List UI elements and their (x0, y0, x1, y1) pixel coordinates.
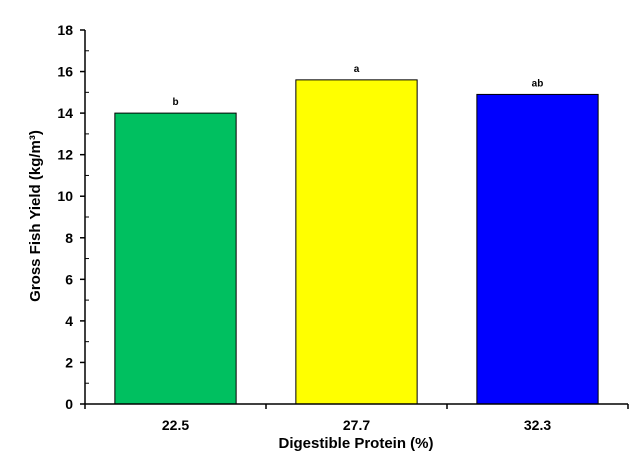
bar-22.5 (114, 112, 237, 405)
axes-layer (80, 29, 629, 409)
y-tick-label: 4 (65, 313, 73, 329)
x-axis-title: Digestible Protein (%) (278, 435, 433, 452)
bar-27.7 (295, 79, 418, 405)
x-tick-label: 27.7 (343, 417, 370, 433)
significance-label: b (172, 97, 178, 108)
bar-32.3 (476, 93, 599, 405)
y-tick-label: 6 (65, 271, 73, 287)
y-tick-label: 8 (65, 230, 73, 246)
y-tick-label: 10 (57, 188, 73, 204)
y-tick-label: 18 (57, 22, 73, 38)
y-tick-label: 12 (57, 147, 73, 163)
y-tick-label: 0 (65, 396, 73, 412)
y-tick-label: 14 (57, 105, 73, 121)
y-tick-label: 2 (65, 354, 73, 370)
significance-label: ab (532, 78, 544, 89)
significance-label: a (354, 64, 360, 75)
bars-layer (114, 79, 599, 405)
y-tick-label: 16 (57, 64, 73, 80)
labels-layer: b 22.5 a 27.7 ab 32.3 0 2 4 6 8 10 12 14 16 18 (57, 22, 551, 433)
x-tick-label: 32.3 (524, 417, 551, 433)
y-axis-title: Gross Fish Yield (kg/m³) (27, 130, 44, 302)
x-tick-label: 22.5 (162, 417, 189, 433)
